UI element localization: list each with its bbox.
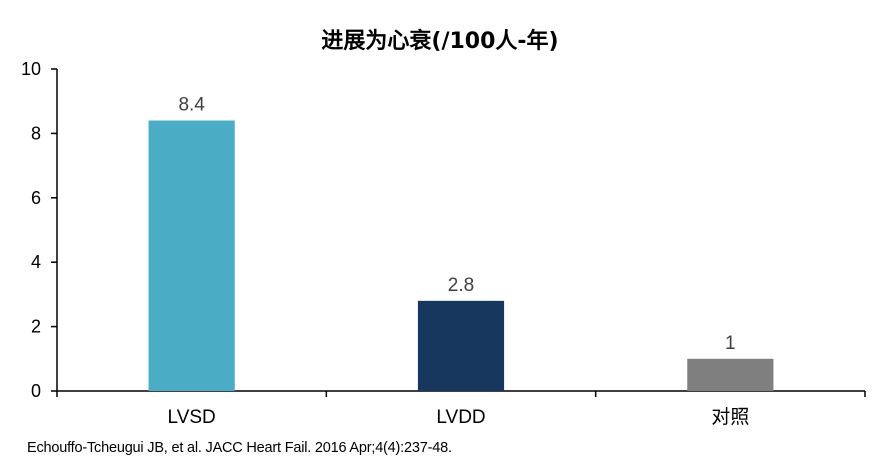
chart-title: 进展为心衰(/100人-年): [321, 28, 558, 54]
y-tick-label: 10: [21, 59, 41, 79]
category-label: LVSD: [168, 407, 216, 428]
source-citation: Echouffo-Tcheugui JB, et al. JACC Heart …: [27, 440, 452, 456]
data-label: 8.4: [178, 95, 205, 116]
bar-3: [687, 358, 774, 391]
y-axis-ticks: 0 2 4 6 8 10: [21, 59, 57, 401]
y-tick-label: 0: [31, 381, 41, 401]
bars-group: 8.4 2.8 1: [148, 95, 774, 392]
bar-1: [148, 120, 235, 392]
y-tick-label: 6: [31, 188, 41, 208]
y-tick-label: 2: [31, 317, 41, 337]
x-axis-ticks: LVSD LVDD 对照: [56, 391, 866, 428]
data-label: 1: [725, 333, 736, 354]
bar-2: [417, 300, 505, 391]
category-label: 对照: [711, 406, 749, 428]
y-tick-label: 4: [31, 252, 41, 272]
y-tick-label: 8: [31, 123, 41, 143]
data-label: 2.8: [448, 275, 474, 296]
category-label: LVDD: [436, 407, 485, 428]
